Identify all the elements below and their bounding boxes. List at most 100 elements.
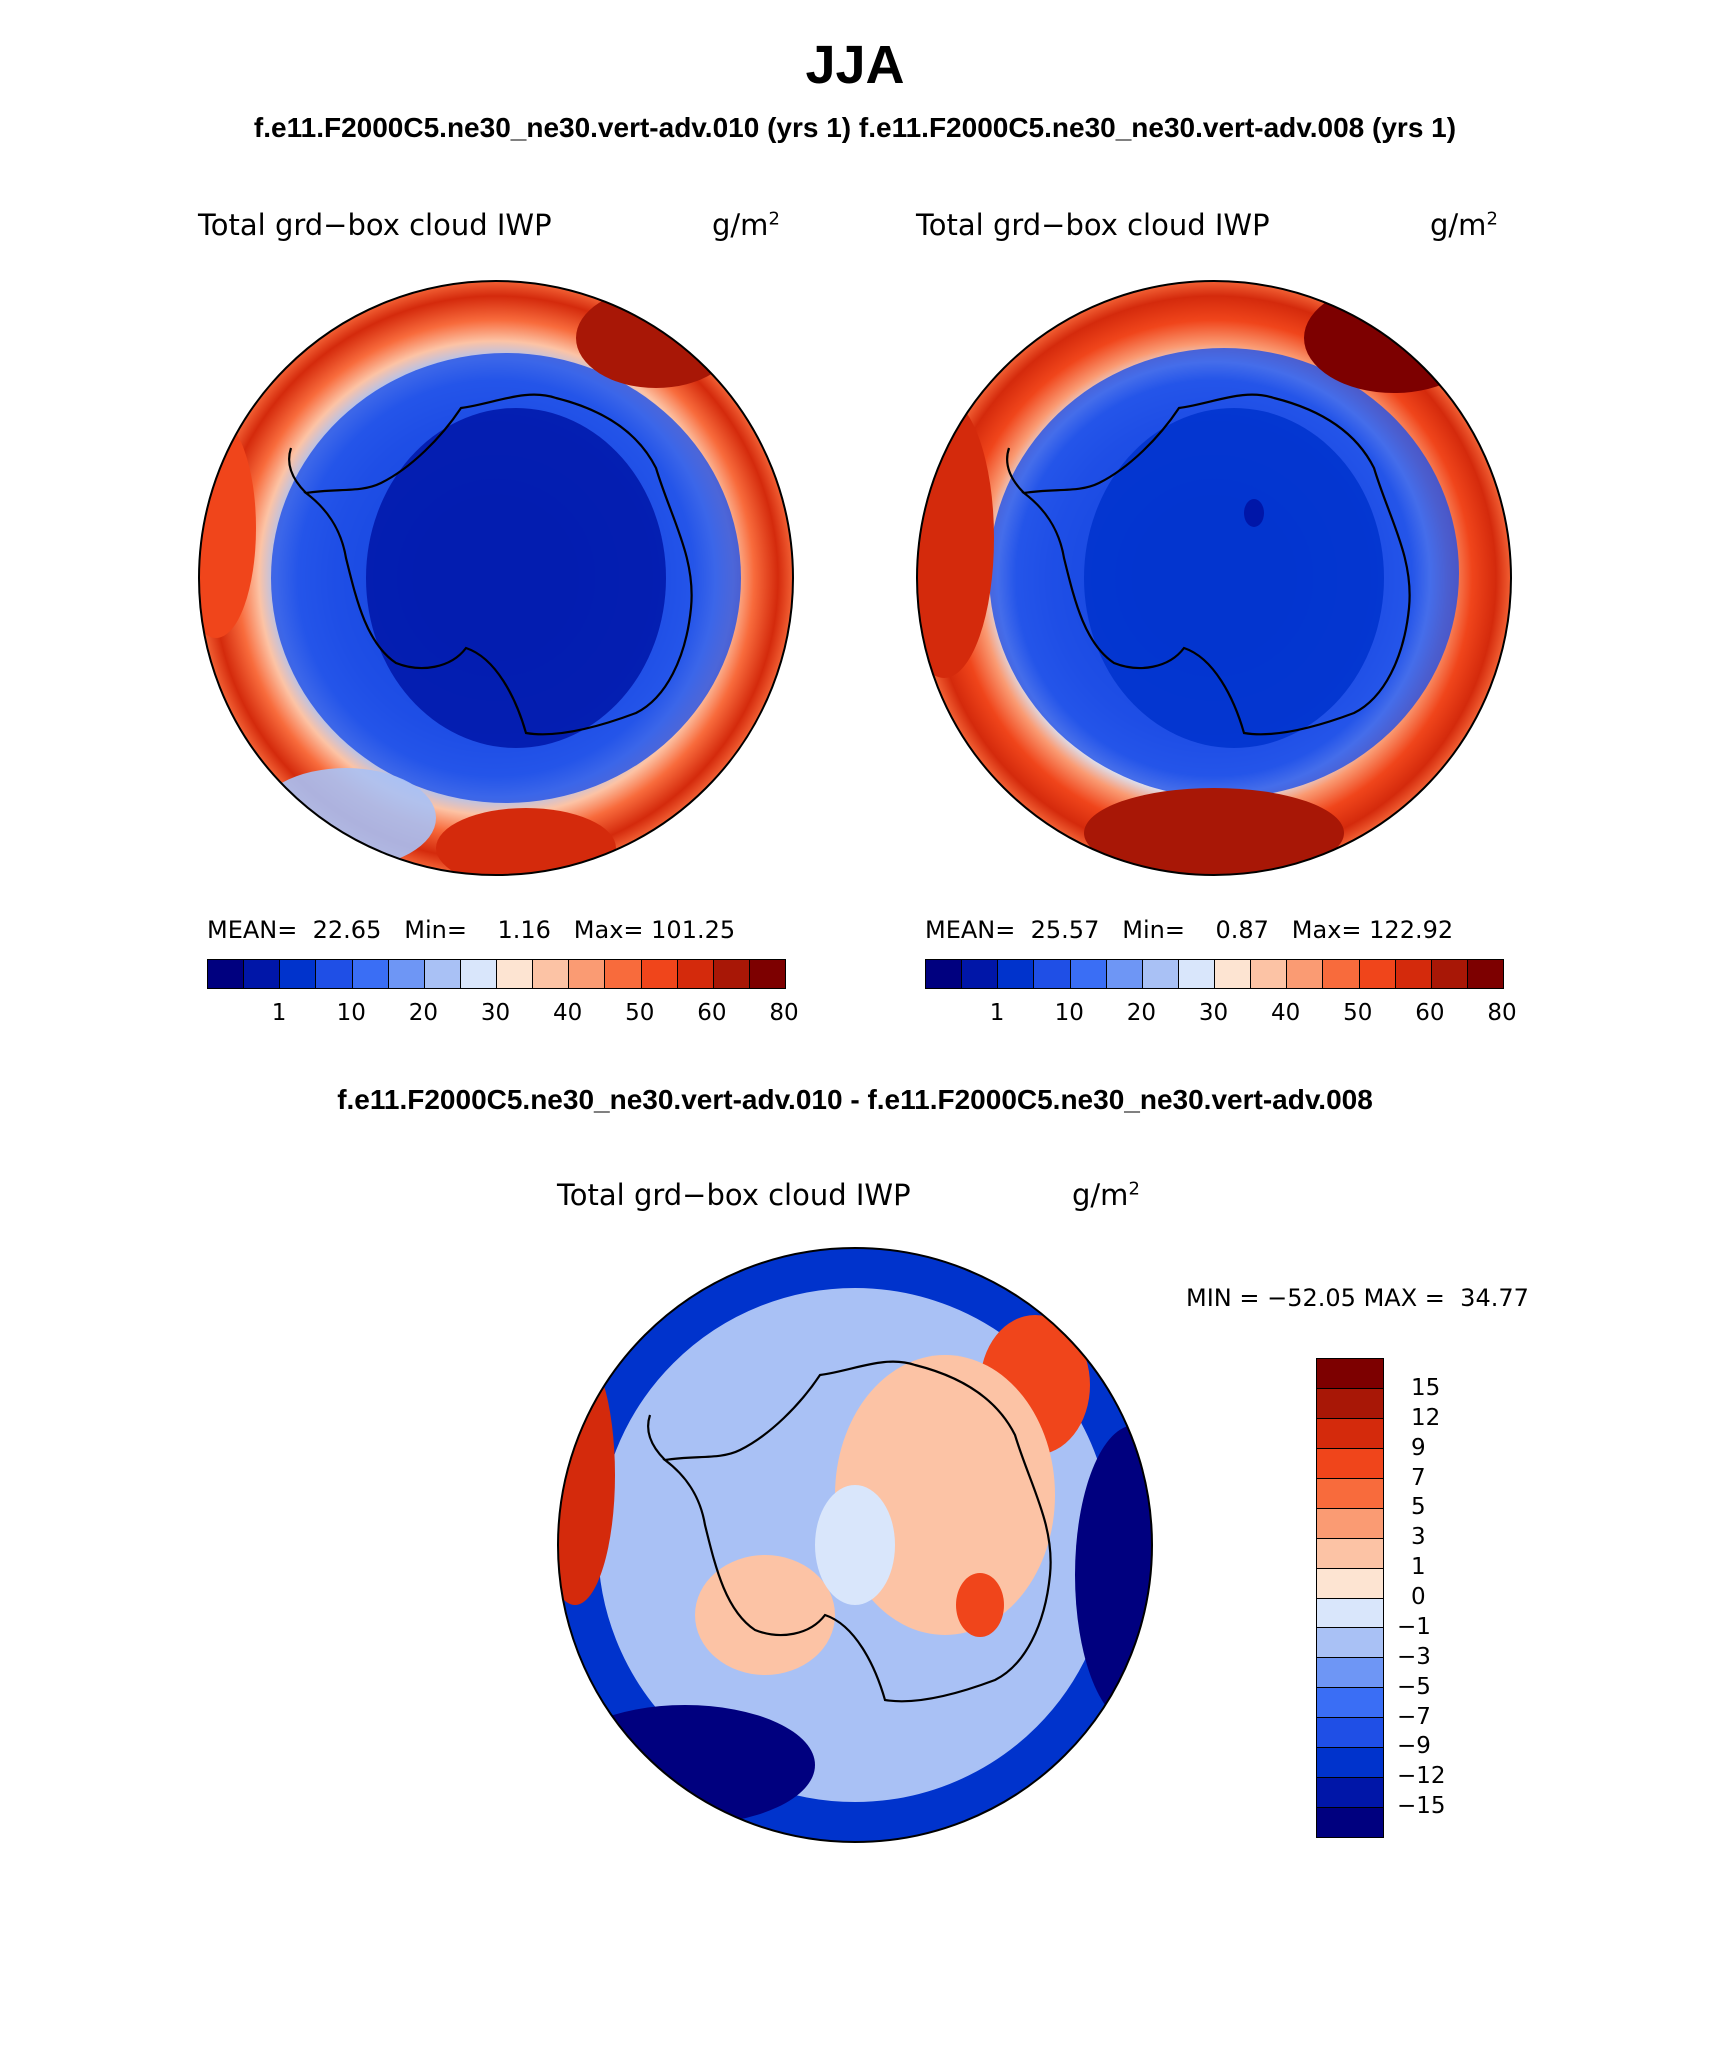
right-colorbar-swatch bbox=[1431, 960, 1468, 988]
diff-colorbar-swatch bbox=[1317, 1388, 1383, 1419]
left-colorbar-tick-label: 30 bbox=[480, 1000, 511, 1026]
right-colorbar-tick-label: 10 bbox=[1054, 1000, 1084, 1026]
right-units-text: g/m bbox=[1430, 208, 1487, 242]
diff-local-max bbox=[956, 1573, 1004, 1637]
left-mean-value: 22.65 bbox=[312, 916, 382, 944]
left-colorbar-swatch bbox=[244, 960, 281, 988]
right-colorbar-tick-label: 40 bbox=[1270, 1000, 1301, 1026]
diff-colorbar-swatch bbox=[1317, 1808, 1383, 1837]
diff-colorbar-tick-label: 15 bbox=[1411, 1374, 1441, 1401]
left-colorbar-swatch bbox=[605, 960, 642, 988]
diff-colorbar-tick-label: 3 bbox=[1411, 1524, 1426, 1551]
left-colorbar-swatch bbox=[352, 960, 389, 988]
right-colorbar-tick-label: 1 bbox=[989, 1000, 1005, 1026]
diff-antarctica-coastline bbox=[662, 1360, 1052, 1703]
right-colorbar-tick-label: 60 bbox=[1415, 1000, 1445, 1026]
left-colorbar-swatch bbox=[208, 960, 245, 988]
left-colorbar-tick-label: 10 bbox=[336, 1000, 366, 1026]
left-map-border bbox=[198, 280, 794, 876]
diff-colorbar-tick-label: 5 bbox=[1411, 1494, 1426, 1521]
diff-colorbar-swatch bbox=[1317, 1478, 1383, 1509]
diff-central-neutral bbox=[815, 1485, 895, 1605]
left-peninsula-outline bbox=[288, 447, 307, 494]
left-colorbar-tick-label: 40 bbox=[552, 1000, 583, 1026]
right-ne-maximum bbox=[1304, 283, 1484, 393]
left-colorbar-swatch bbox=[388, 960, 425, 988]
right-colorbar-tick-label: 30 bbox=[1198, 1000, 1229, 1026]
right-colorbar-swatch bbox=[926, 960, 963, 988]
diff-peninsula-outline bbox=[647, 1414, 666, 1461]
left-colorbar-swatch bbox=[316, 960, 353, 988]
right-colorbar-swatch bbox=[1287, 960, 1324, 988]
diff-colorbar-tick-label: −9 bbox=[1397, 1733, 1431, 1760]
left-units-text: g/m bbox=[712, 208, 769, 242]
diff-colorbar-swatch bbox=[1317, 1688, 1383, 1719]
diff-colorbar-tick-label: 7 bbox=[1411, 1464, 1426, 1491]
diff-colorbar-swatch bbox=[1317, 1718, 1383, 1749]
diff-colorbar-tick-label: −5 bbox=[1397, 1673, 1431, 1700]
diff-w-red bbox=[558, 1345, 615, 1605]
left-colorbar-swatch bbox=[460, 960, 497, 988]
right-colorbar-swatch bbox=[1106, 960, 1143, 988]
right-colorbar-swatch bbox=[1034, 960, 1071, 988]
left-min-label: Min= bbox=[404, 916, 467, 944]
right-mean-value: 25.57 bbox=[1030, 916, 1100, 944]
diff-sw-deep-blue bbox=[558, 1705, 815, 1825]
diff-colorbar-tick-label: −3 bbox=[1397, 1643, 1431, 1670]
left-min-value: 1.16 bbox=[497, 916, 551, 944]
left-colorbar-tick-label: 80 bbox=[769, 1000, 799, 1026]
diff-min-label: MIN = bbox=[1186, 1284, 1260, 1312]
diff-colorbar-tick-label: 1 bbox=[1411, 1554, 1426, 1581]
case-titles-row: f.e11.F2000C5.ne30_ne30.vert-adv.010 (yr… bbox=[0, 112, 1710, 144]
right-colorbar-swatch bbox=[1178, 960, 1215, 988]
right-colorbar-swatch bbox=[1142, 960, 1179, 988]
right-s-maximum bbox=[1084, 788, 1344, 875]
diff-colorbar-swatch bbox=[1317, 1359, 1383, 1389]
diff-units-text: g/m bbox=[1072, 1178, 1129, 1212]
right-peninsula-outline bbox=[1006, 447, 1025, 494]
diff-colorbar-tick-label: 0 bbox=[1411, 1584, 1426, 1610]
figure-title: JJA bbox=[805, 35, 905, 95]
diff-units-label: g/m2 bbox=[1072, 1178, 1140, 1212]
left-colorbar-swatch bbox=[641, 960, 678, 988]
diff-colorbar-tick-label: −15 bbox=[1397, 1793, 1446, 1820]
diff-map-border bbox=[557, 1247, 1153, 1843]
diff-colorbar-swatch bbox=[1317, 1418, 1383, 1449]
diff-units-exp: 2 bbox=[1128, 1178, 1140, 1200]
right-colorbar bbox=[925, 959, 1504, 989]
right-colorbar-swatch bbox=[962, 960, 999, 988]
left-colorbar-swatch bbox=[569, 960, 606, 988]
diff-colorbar-swatch bbox=[1317, 1658, 1383, 1689]
diff-colorbar-tick-label: −12 bbox=[1397, 1763, 1446, 1790]
left-variable-label: Total grd−box cloud IWP bbox=[198, 208, 552, 242]
left-w-maximum bbox=[199, 418, 256, 638]
right-mean-label: MEAN= bbox=[925, 916, 1016, 944]
right-colorbar-swatch bbox=[1359, 960, 1396, 988]
diff-ross-positive bbox=[695, 1555, 835, 1675]
diff-polar-map bbox=[557, 1247, 1153, 1843]
diff-colorbar-tick-label: 9 bbox=[1411, 1434, 1426, 1461]
diff-variable-label: Total grd−box cloud IWP bbox=[557, 1178, 911, 1212]
right-colorbar-swatch bbox=[1323, 960, 1360, 988]
diff-colorbar-swatch bbox=[1317, 1508, 1383, 1539]
diff-max-label: MAX = bbox=[1363, 1284, 1445, 1312]
left-case-title: f.e11.F2000C5.ne30_ne30.vert-adv.010 (yr… bbox=[253, 112, 852, 143]
left-antarctica-coastline bbox=[303, 393, 693, 736]
right-antarctica-coastline bbox=[1021, 393, 1411, 736]
diff-colorbar-swatch bbox=[1317, 1448, 1383, 1479]
right-map-border bbox=[916, 280, 1512, 876]
right-min-value: 0.87 bbox=[1215, 916, 1269, 944]
left-colorbar-swatch bbox=[280, 960, 317, 988]
right-units-label: g/m2 bbox=[1430, 208, 1498, 242]
diff-colorbar-swatch bbox=[1317, 1628, 1383, 1659]
right-colorbar-swatch bbox=[1467, 960, 1503, 988]
diff-max-value: 34.77 bbox=[1460, 1284, 1529, 1312]
right-deep-core bbox=[1084, 408, 1384, 748]
right-colorbar-swatch bbox=[1251, 960, 1288, 988]
left-colorbar bbox=[207, 959, 786, 989]
right-colorbar-swatch bbox=[1070, 960, 1107, 988]
left-colorbar-tick-label: 60 bbox=[697, 1000, 727, 1026]
diff-colorbar-tick-label: −7 bbox=[1397, 1703, 1431, 1730]
right-colorbar-swatch bbox=[1215, 960, 1252, 988]
right-colorbar-tick-label: 80 bbox=[1487, 1000, 1517, 1026]
